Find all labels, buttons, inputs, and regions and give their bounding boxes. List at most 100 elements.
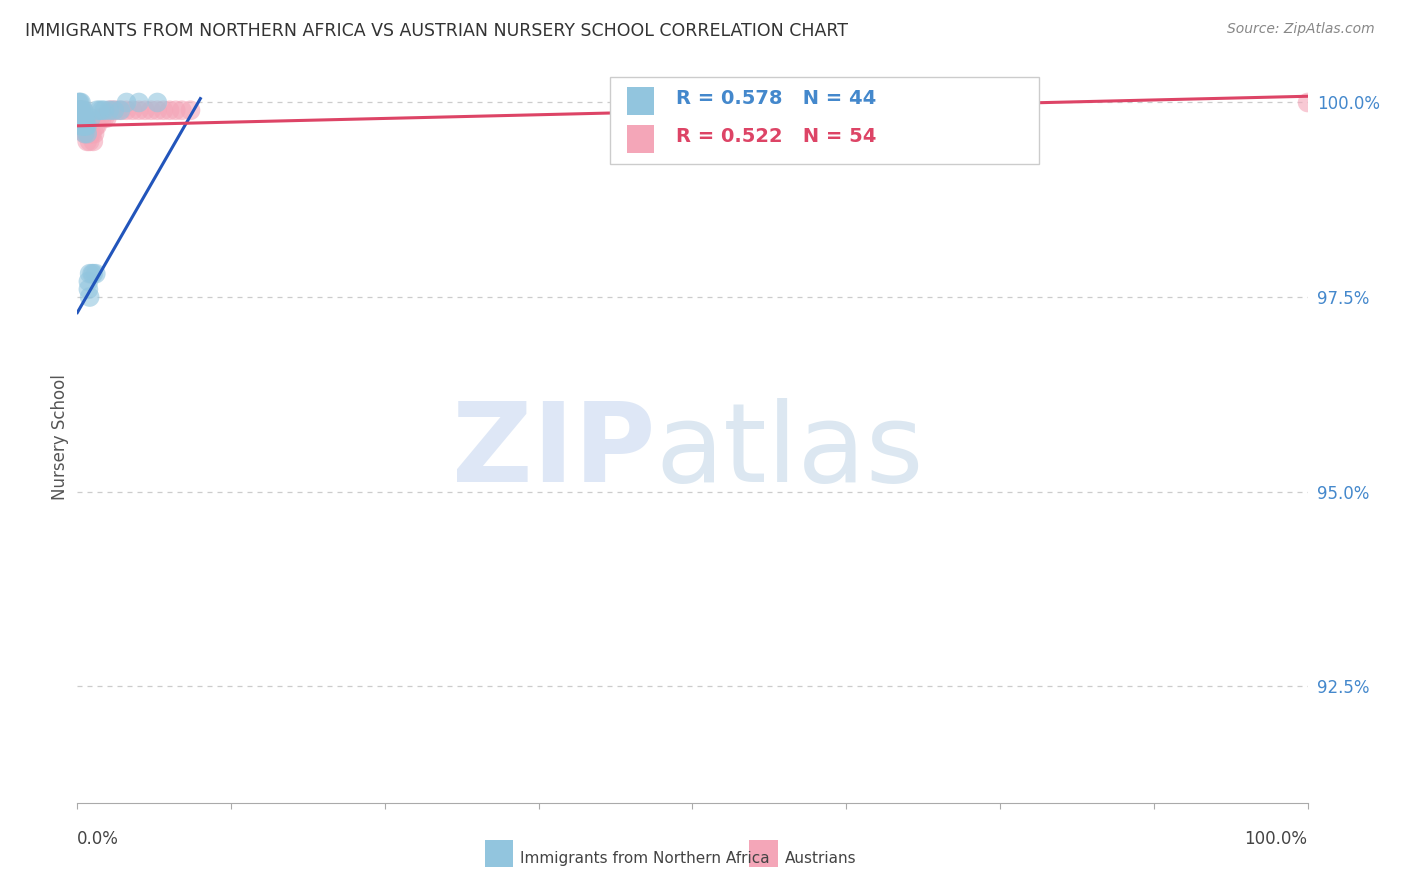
Point <box>70 119 93 133</box>
Point <box>98 103 121 118</box>
Point <box>101 103 124 118</box>
Point <box>70 95 93 110</box>
Point <box>90 103 114 118</box>
Text: atlas: atlas <box>655 398 924 505</box>
Point <box>72 111 94 125</box>
Point <box>70 111 93 125</box>
Point <box>70 111 93 125</box>
Point <box>89 103 111 118</box>
Point <box>77 275 100 289</box>
Point <box>86 103 108 118</box>
Point <box>89 111 111 125</box>
Point <box>70 119 93 133</box>
Point <box>70 111 93 125</box>
Point <box>103 103 125 118</box>
Point <box>152 103 174 118</box>
Point <box>107 103 129 118</box>
Text: IMMIGRANTS FROM NORTHERN AFRICA VS AUSTRIAN NURSERY SCHOOL CORRELATION CHART: IMMIGRANTS FROM NORTHERN AFRICA VS AUSTR… <box>25 22 848 40</box>
Point <box>70 119 93 133</box>
Point <box>73 127 96 141</box>
Point <box>75 119 97 133</box>
Point <box>128 103 150 118</box>
Point <box>75 119 97 133</box>
Point <box>70 119 93 133</box>
Point <box>170 103 193 118</box>
Point <box>79 127 101 141</box>
Point <box>146 95 169 110</box>
Point <box>115 103 138 118</box>
Text: Austrians: Austrians <box>785 851 856 865</box>
Point <box>70 111 93 125</box>
Point <box>76 119 98 133</box>
Point <box>93 111 115 125</box>
Point <box>121 103 143 118</box>
Point <box>69 111 91 125</box>
Point <box>69 111 91 125</box>
Point <box>72 103 94 118</box>
Text: 0.0%: 0.0% <box>77 830 120 848</box>
Text: Immigrants from Northern Africa: Immigrants from Northern Africa <box>520 851 770 865</box>
Point <box>93 103 115 118</box>
Point <box>1296 95 1319 110</box>
Point <box>72 111 94 125</box>
Point <box>70 103 93 118</box>
Point <box>72 119 94 133</box>
Point <box>86 119 108 133</box>
Point <box>70 103 93 118</box>
Point <box>69 111 91 125</box>
Point <box>110 103 132 118</box>
Point <box>75 111 97 125</box>
Point <box>69 103 91 118</box>
Point <box>98 103 121 118</box>
Point <box>96 111 118 125</box>
Point <box>70 103 93 118</box>
Point <box>82 127 104 141</box>
Point <box>82 267 104 281</box>
Text: R = 0.578   N = 44: R = 0.578 N = 44 <box>676 89 877 108</box>
Point <box>77 127 100 141</box>
Point <box>73 119 96 133</box>
Point <box>73 111 96 125</box>
Point <box>70 111 93 125</box>
Point <box>90 111 114 125</box>
Point <box>180 103 202 118</box>
Point <box>67 103 90 118</box>
Point <box>67 95 90 110</box>
Point <box>69 95 91 110</box>
Point <box>69 111 91 125</box>
Point <box>70 111 93 125</box>
Point <box>67 111 90 125</box>
Bar <box>627 125 654 153</box>
Point <box>75 127 97 141</box>
Point <box>80 127 103 141</box>
Point <box>141 103 163 118</box>
Point <box>115 95 138 110</box>
Point <box>84 119 107 133</box>
Point <box>70 103 93 118</box>
Point <box>83 127 105 141</box>
Point <box>82 267 104 281</box>
Point <box>82 135 104 149</box>
Point <box>159 103 181 118</box>
Point <box>103 103 125 118</box>
Point <box>76 127 98 141</box>
Point <box>67 103 90 118</box>
FancyBboxPatch shape <box>610 78 1039 164</box>
Point <box>72 119 94 133</box>
Point <box>146 103 169 118</box>
Point <box>69 103 91 118</box>
Point <box>67 103 90 118</box>
Point <box>79 135 101 149</box>
Text: Source: ZipAtlas.com: Source: ZipAtlas.com <box>1227 22 1375 37</box>
Point <box>76 135 98 149</box>
Point <box>73 127 96 141</box>
Text: ZIP: ZIP <box>453 398 655 505</box>
Bar <box>627 87 654 115</box>
Point <box>67 111 90 125</box>
Point <box>72 119 94 133</box>
Point <box>80 111 103 125</box>
Point <box>79 290 101 304</box>
Point <box>70 111 93 125</box>
Point <box>134 103 156 118</box>
Text: 100.0%: 100.0% <box>1244 830 1308 848</box>
